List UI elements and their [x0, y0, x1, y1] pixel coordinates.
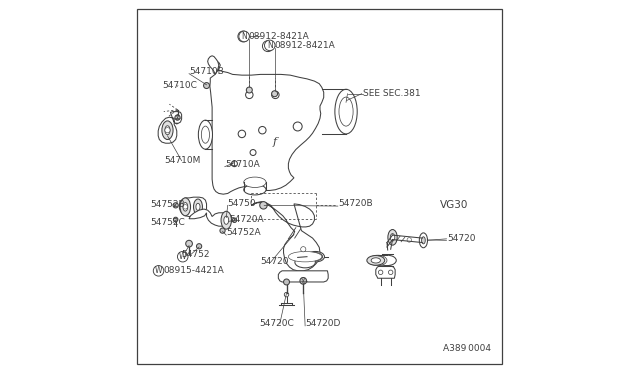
Ellipse shape	[339, 97, 353, 126]
Ellipse shape	[422, 237, 425, 244]
Circle shape	[259, 126, 266, 134]
Text: 54720B: 54720B	[338, 199, 372, 208]
Circle shape	[204, 83, 209, 89]
Circle shape	[407, 238, 412, 242]
Ellipse shape	[295, 257, 316, 268]
Text: VG30: VG30	[440, 200, 468, 209]
Ellipse shape	[221, 211, 232, 229]
Ellipse shape	[378, 255, 396, 266]
Circle shape	[175, 115, 180, 120]
Text: N: N	[241, 32, 246, 41]
Ellipse shape	[180, 198, 191, 216]
Circle shape	[246, 91, 253, 99]
Ellipse shape	[198, 120, 212, 149]
Text: SEE SEC.381: SEE SEC.381	[363, 89, 420, 98]
Circle shape	[388, 270, 393, 275]
Text: 08912-8421A: 08912-8421A	[275, 41, 335, 50]
Ellipse shape	[308, 253, 323, 261]
Ellipse shape	[196, 203, 200, 211]
Circle shape	[173, 217, 178, 222]
Text: 54720A: 54720A	[229, 215, 264, 224]
Text: f: f	[273, 137, 276, 147]
Polygon shape	[189, 209, 230, 226]
Text: 08912-8421A: 08912-8421A	[248, 32, 309, 41]
Ellipse shape	[335, 89, 357, 134]
Circle shape	[183, 205, 188, 209]
Text: 54752C: 54752C	[151, 218, 186, 227]
Text: A389 0004: A389 0004	[443, 344, 491, 353]
Text: 08915-4421A: 08915-4421A	[163, 266, 224, 275]
Ellipse shape	[312, 254, 319, 259]
Text: 54750: 54750	[228, 199, 257, 208]
Circle shape	[220, 228, 225, 233]
Ellipse shape	[371, 258, 380, 263]
Ellipse shape	[244, 177, 266, 187]
Circle shape	[238, 130, 246, 138]
Text: N: N	[241, 32, 247, 41]
Text: 54752: 54752	[182, 250, 210, 259]
Polygon shape	[179, 197, 207, 217]
Text: 54720D: 54720D	[305, 319, 340, 328]
Circle shape	[232, 218, 237, 222]
Text: W: W	[155, 266, 163, 275]
Polygon shape	[251, 202, 320, 271]
Text: 54710C: 54710C	[162, 81, 196, 90]
Text: 54710B: 54710B	[189, 67, 224, 76]
Text: N: N	[265, 42, 271, 51]
Circle shape	[301, 247, 306, 252]
Ellipse shape	[367, 256, 385, 265]
Circle shape	[293, 122, 302, 131]
Ellipse shape	[202, 126, 209, 143]
Text: 54710M: 54710M	[164, 156, 201, 165]
Circle shape	[284, 292, 289, 297]
Circle shape	[300, 278, 307, 284]
Ellipse shape	[307, 251, 324, 262]
Ellipse shape	[388, 230, 397, 245]
Ellipse shape	[224, 216, 228, 224]
Ellipse shape	[183, 202, 188, 211]
Circle shape	[165, 128, 170, 133]
Text: 54752B: 54752B	[151, 200, 186, 209]
Circle shape	[232, 161, 237, 167]
Ellipse shape	[419, 233, 428, 248]
Ellipse shape	[244, 185, 266, 195]
Circle shape	[173, 203, 179, 208]
Polygon shape	[207, 56, 219, 74]
Polygon shape	[278, 271, 328, 282]
Polygon shape	[158, 112, 182, 143]
Circle shape	[271, 91, 279, 99]
Ellipse shape	[162, 121, 173, 140]
Circle shape	[260, 202, 267, 209]
Polygon shape	[210, 61, 324, 194]
Text: N: N	[267, 41, 273, 50]
Circle shape	[186, 240, 193, 247]
Circle shape	[271, 91, 278, 97]
Ellipse shape	[193, 199, 202, 215]
Circle shape	[250, 150, 256, 155]
Text: W: W	[179, 252, 186, 261]
Circle shape	[246, 87, 252, 93]
Text: 54710A: 54710A	[225, 160, 260, 169]
Text: 54720: 54720	[260, 257, 289, 266]
Text: 54720C: 54720C	[260, 319, 294, 328]
Circle shape	[284, 279, 289, 285]
Ellipse shape	[289, 251, 322, 262]
Text: 54720: 54720	[447, 234, 476, 243]
Text: 54752A: 54752A	[227, 228, 261, 237]
Ellipse shape	[165, 126, 170, 135]
Ellipse shape	[390, 234, 395, 241]
Circle shape	[196, 244, 202, 249]
Polygon shape	[376, 266, 395, 278]
Ellipse shape	[369, 255, 387, 266]
Circle shape	[378, 270, 383, 275]
